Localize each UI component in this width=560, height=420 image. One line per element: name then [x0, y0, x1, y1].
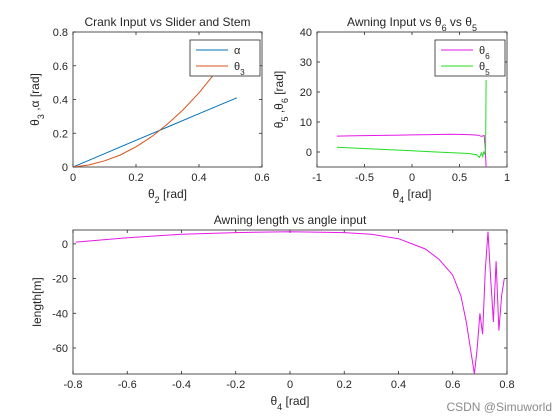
- legend-label-1: α: [234, 45, 241, 57]
- x-axis-label: θ2 [rad]: [148, 187, 187, 205]
- y-tick-label: 0.6: [53, 61, 68, 73]
- y-axis-label: θ3 ,α [rad]: [28, 73, 46, 126]
- y-axis-label: length[m]: [30, 277, 44, 326]
- y-tick-label: 0.4: [53, 95, 68, 107]
- legend-label-1: θ6: [479, 45, 490, 61]
- x-tick-label: 0.2: [128, 172, 143, 184]
- legend-box: [189, 39, 261, 77]
- x-tick-label: 0.5: [452, 172, 467, 184]
- y-tick-label: 10: [300, 117, 312, 129]
- y-tick-label: 0.2: [53, 128, 68, 140]
- y-tick-label: 0: [62, 239, 68, 251]
- chart-title: Crank Input vs Slider and Stem: [84, 15, 250, 29]
- chart-title: Awning Input vs θ6 vs θ5: [347, 15, 477, 33]
- x-tick-label: 0.6: [445, 379, 460, 391]
- y-tick-label: -40: [52, 308, 68, 320]
- axes-frame: [72, 229, 508, 375]
- legend: α θ3: [189, 39, 261, 77]
- x-tick-label: 0.6: [254, 172, 269, 184]
- x-axis-label: θ4 [rad]: [270, 394, 309, 412]
- y-tick-label: 0: [62, 162, 68, 174]
- x-tick-label: -0.8: [64, 379, 83, 391]
- x-axis-label: θ4 [rad]: [392, 187, 431, 205]
- chart-title: Awning length vs angle input: [214, 213, 367, 227]
- x-tick-label: 0: [287, 379, 293, 391]
- watermark: CSDN @Simuworld: [446, 400, 552, 414]
- y-tick-label: 0: [306, 147, 312, 159]
- x-tick-label: 0.8: [499, 379, 514, 391]
- series-line-1: [336, 133, 487, 167]
- y-tick-label: -60: [52, 343, 68, 355]
- x-tick-label: 0.4: [391, 379, 406, 391]
- y-tick-label: 0.8: [53, 27, 68, 39]
- series-line-1: [73, 97, 237, 167]
- x-tick-label: -0.5: [355, 172, 374, 184]
- chart-1: 0 0.2 0.4 0.6 0 0.2 0.4 0.6 0.8 Crank Input vs Sl…: [28, 15, 270, 205]
- x-tick-label: 1: [504, 172, 510, 184]
- series-line-2: [336, 79, 487, 159]
- x-tick-label: 0: [70, 172, 76, 184]
- x-tick-label: 0.4: [191, 172, 206, 184]
- y-tick-label: -20: [52, 274, 68, 286]
- x-tick-label: -0.2: [226, 379, 245, 391]
- x-tick-label: -0.6: [118, 379, 137, 391]
- chart-3: -0.8 -0.6 -0.4 -0.2 0 0.2 0.4 0.6 0.8 -60 -40 -20 0 A…: [30, 213, 515, 412]
- x-tick-label: -0.4: [172, 379, 191, 391]
- series-line-1: [75, 231, 505, 374]
- x-tick-label: 0: [409, 172, 415, 184]
- legend-box: [434, 39, 506, 77]
- legend-label-2: θ5: [479, 61, 490, 77]
- x-tick-label: 0.2: [337, 379, 352, 391]
- y-tick-label: 40: [300, 27, 312, 39]
- y-tick-label: 20: [300, 87, 312, 99]
- y-tick-label: 30: [300, 57, 312, 69]
- legend-label-2: θ3: [234, 61, 245, 77]
- x-tick-label: -1: [312, 172, 322, 184]
- y-axis-label: θ5 ,θ6 [rad]: [272, 71, 290, 128]
